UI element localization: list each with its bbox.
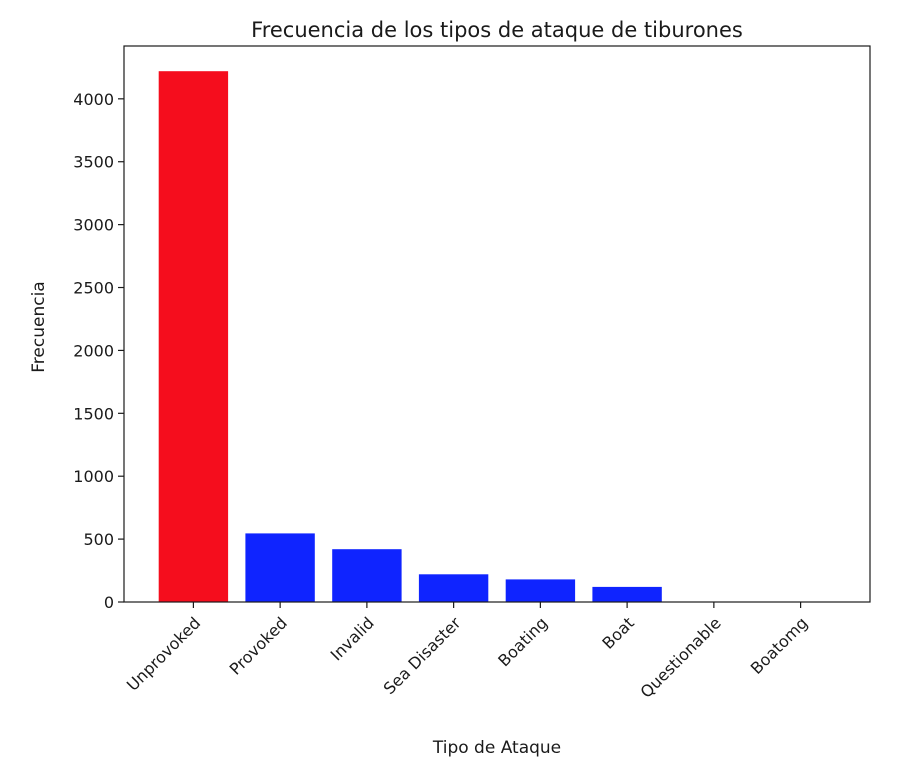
bar-boat [592, 586, 662, 602]
x-tick-label: Questionable [636, 613, 724, 701]
y-tick-label: 500 [83, 530, 114, 549]
y-tick-label: 3000 [73, 216, 114, 235]
x-tick-label: Boat [598, 613, 637, 652]
x-axis-label: Tipo de Ataque [432, 738, 561, 758]
x-tick-label: Sea Disaster [380, 613, 465, 698]
x-tick-label: Unprovoked [123, 613, 204, 694]
x-tick-label: Provoked [226, 613, 291, 678]
y-tick-label: 1000 [73, 467, 114, 486]
bar-boating [505, 579, 576, 602]
bar-provoked [245, 533, 315, 602]
y-axis-label: Frecuencia [29, 281, 49, 372]
y-tick-label: 3500 [73, 153, 114, 172]
bar-invalid [332, 549, 402, 602]
y-tick-label: 0 [104, 593, 114, 612]
chart-title: Frecuencia de los tipos de ataque de tib… [251, 18, 743, 42]
x-tick-label: Invalid [327, 613, 378, 664]
plot-area: Unprovoked Provoked Invalid Sea Disaster Boa… [73, 45, 871, 702]
y-tick-label: 2500 [73, 279, 114, 298]
y-tick-label: 1500 [73, 404, 114, 423]
plot-frame [123, 45, 871, 603]
x-tick-label: Boatomg [747, 613, 812, 678]
bar-unprovoked [158, 71, 229, 602]
bar-sea-disaster [418, 574, 489, 602]
x-tick-label: Boating [494, 613, 551, 670]
y-tick-label: 2000 [73, 341, 114, 360]
y-tick-label: 4000 [73, 90, 114, 109]
